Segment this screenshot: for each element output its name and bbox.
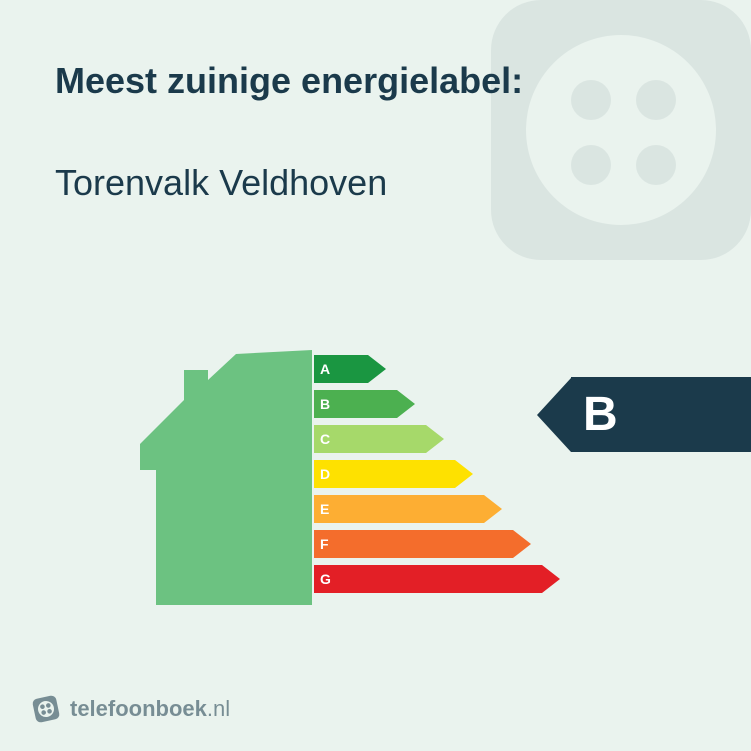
energy-bar-c: C	[314, 425, 560, 453]
energy-bar-e: E	[314, 495, 560, 523]
energy-bar-a: A	[314, 355, 560, 383]
rating-badge: B	[537, 377, 751, 452]
energy-bar-label: D	[320, 466, 338, 482]
energy-bar-label: G	[320, 571, 338, 587]
energy-bar-label: C	[320, 431, 338, 447]
energy-bar-label: B	[320, 396, 338, 412]
footer-brand: telefoonboek.nl	[32, 695, 230, 723]
energy-bar-label: A	[320, 361, 338, 377]
energy-bar-d: D	[314, 460, 560, 488]
location-name: Torenvalk Veldhoven	[55, 162, 387, 204]
footer-brand-text: telefoonboek.nl	[70, 696, 230, 722]
footer-brand-name: telefoonboek	[70, 696, 207, 721]
phonebook-icon	[29, 692, 62, 725]
energy-bar-g: G	[314, 565, 560, 593]
energy-bar-label: E	[320, 501, 338, 517]
energy-bar-label: F	[320, 536, 338, 552]
energy-bars: A B C D E F G	[314, 355, 560, 600]
background-decoration	[431, 0, 751, 320]
house-icon	[140, 350, 312, 605]
rating-badge-letter: B	[571, 377, 751, 452]
page-title: Meest zuinige energielabel:	[55, 60, 523, 102]
energy-bar-f: F	[314, 530, 560, 558]
rating-badge-arrow	[537, 378, 571, 452]
energy-bar-b: B	[314, 390, 560, 418]
footer-brand-tld: .nl	[207, 696, 230, 721]
